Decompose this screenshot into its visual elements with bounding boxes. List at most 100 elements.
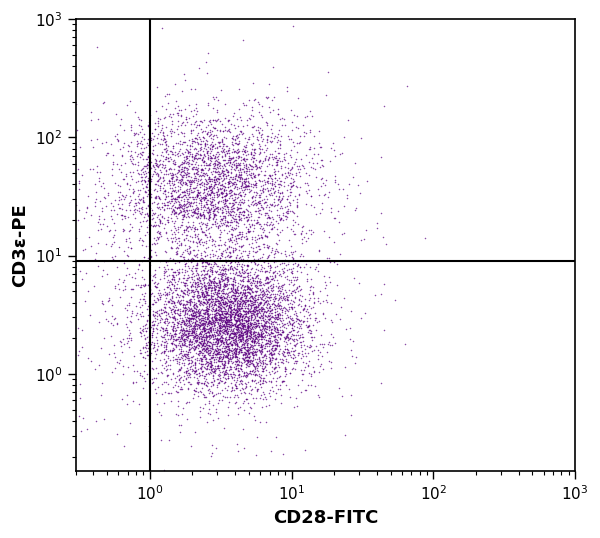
Point bbox=[173, 234, 183, 243]
Point bbox=[244, 324, 253, 333]
Point bbox=[241, 349, 251, 357]
Point bbox=[288, 353, 298, 362]
Point bbox=[288, 346, 298, 355]
Point bbox=[257, 321, 267, 330]
Point bbox=[185, 249, 195, 257]
Point bbox=[238, 293, 247, 301]
Point bbox=[256, 260, 266, 269]
Point bbox=[134, 195, 143, 203]
Point bbox=[320, 284, 330, 292]
Point bbox=[224, 325, 233, 334]
Point bbox=[232, 365, 241, 373]
Point bbox=[247, 338, 257, 346]
Point bbox=[247, 148, 256, 157]
Point bbox=[143, 343, 153, 352]
Point bbox=[208, 266, 217, 274]
Point bbox=[169, 271, 178, 279]
Point bbox=[233, 312, 242, 321]
Point bbox=[223, 352, 232, 361]
Point bbox=[261, 336, 271, 344]
Point bbox=[248, 169, 257, 178]
Point bbox=[223, 335, 232, 343]
Point bbox=[210, 259, 220, 267]
Point bbox=[315, 143, 325, 151]
Point bbox=[241, 178, 250, 187]
Point bbox=[225, 207, 235, 216]
Point bbox=[151, 317, 160, 325]
Point bbox=[222, 339, 232, 348]
Point bbox=[229, 210, 238, 219]
Point bbox=[280, 309, 290, 317]
Point bbox=[209, 211, 219, 220]
Point bbox=[164, 157, 174, 165]
Point bbox=[265, 310, 274, 319]
Point bbox=[148, 300, 158, 309]
Point bbox=[251, 332, 260, 341]
Point bbox=[184, 303, 193, 312]
Point bbox=[310, 297, 319, 306]
Point bbox=[227, 202, 237, 210]
Point bbox=[239, 307, 248, 316]
Point bbox=[149, 341, 158, 350]
Point bbox=[251, 179, 261, 188]
Point bbox=[170, 169, 180, 178]
Point bbox=[191, 310, 200, 319]
Point bbox=[205, 236, 214, 244]
Point bbox=[173, 192, 182, 200]
Point bbox=[333, 207, 343, 215]
Point bbox=[206, 362, 216, 370]
Point bbox=[178, 188, 187, 196]
Point bbox=[316, 330, 326, 339]
Point bbox=[94, 361, 103, 370]
Point bbox=[206, 291, 216, 300]
Point bbox=[212, 173, 222, 182]
Point bbox=[205, 329, 214, 338]
Point bbox=[192, 322, 202, 330]
Point bbox=[237, 312, 247, 320]
Point bbox=[233, 308, 242, 316]
Point bbox=[175, 378, 185, 387]
Point bbox=[197, 266, 206, 275]
Point bbox=[245, 295, 254, 304]
Point bbox=[238, 315, 247, 324]
Point bbox=[182, 223, 192, 231]
Point bbox=[287, 146, 296, 154]
Point bbox=[160, 162, 170, 171]
Point bbox=[188, 111, 198, 120]
Point bbox=[233, 366, 243, 375]
Point bbox=[230, 352, 239, 361]
Point bbox=[180, 245, 190, 254]
Point bbox=[224, 344, 233, 352]
Point bbox=[210, 300, 220, 308]
Point bbox=[271, 388, 281, 397]
Point bbox=[227, 340, 237, 349]
Point bbox=[182, 175, 192, 184]
Point bbox=[194, 282, 203, 291]
Point bbox=[236, 376, 245, 384]
Point bbox=[142, 332, 152, 341]
Point bbox=[253, 301, 262, 310]
Point bbox=[239, 322, 248, 330]
Point bbox=[256, 356, 265, 364]
Point bbox=[279, 182, 289, 190]
Point bbox=[178, 325, 188, 334]
Point bbox=[190, 363, 200, 372]
Point bbox=[236, 346, 246, 355]
Point bbox=[230, 193, 240, 202]
Point bbox=[145, 285, 155, 294]
Point bbox=[215, 327, 224, 335]
Point bbox=[177, 267, 187, 276]
Point bbox=[294, 320, 304, 328]
Point bbox=[254, 242, 264, 250]
Point bbox=[196, 210, 205, 219]
Point bbox=[165, 127, 175, 136]
Point bbox=[169, 218, 178, 227]
Point bbox=[250, 337, 259, 345]
Point bbox=[161, 341, 171, 350]
Point bbox=[209, 201, 218, 209]
Point bbox=[186, 311, 196, 320]
Point bbox=[362, 225, 371, 234]
Point bbox=[244, 288, 253, 296]
Point bbox=[275, 188, 285, 197]
Point bbox=[191, 307, 201, 316]
